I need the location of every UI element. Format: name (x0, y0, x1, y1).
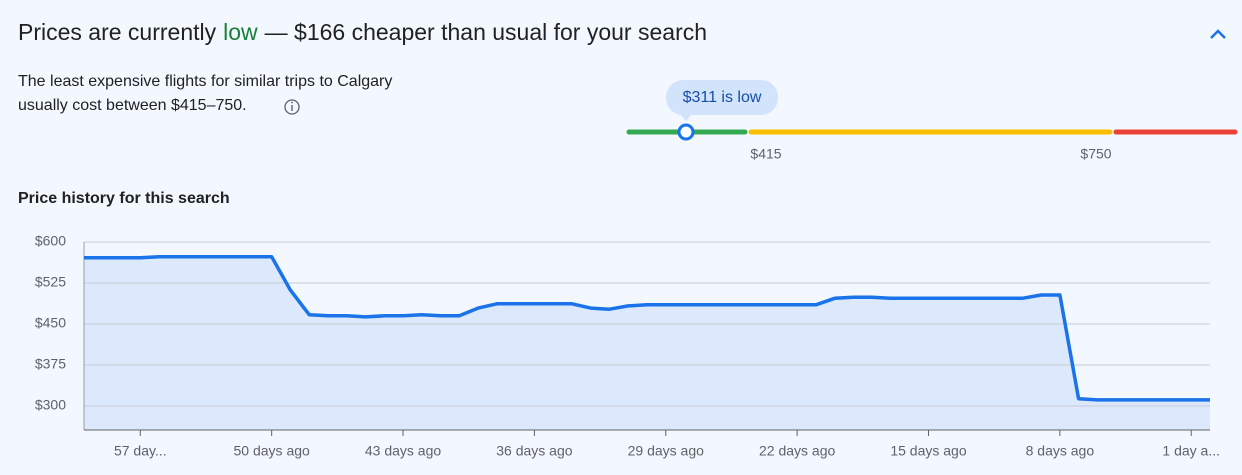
description-line: The least expensive flights for similar … (18, 73, 392, 90)
gauge-label: $750 (1080, 146, 1111, 162)
x-tick-label: 43 days ago (365, 443, 441, 459)
y-tick-label: $600 (35, 233, 66, 249)
price-badge: $311 is low (683, 89, 762, 106)
price-line (84, 255, 1210, 402)
y-tick-label: $525 (35, 274, 66, 290)
x-tick-label: 29 days ago (628, 443, 704, 459)
y-tick-label: $375 (35, 356, 66, 372)
info-icon[interactable] (284, 99, 300, 115)
x-tick-label: 1 day a... (1162, 443, 1220, 459)
plot: $300 $375 $450 $525 $600 57 day... 50 days ago… (35, 233, 1220, 459)
x-tick-label: 50 days ago (234, 443, 310, 459)
y-tick-label: $300 (35, 397, 66, 413)
headline: Prices are currently low — $166 cheaper th… (18, 19, 707, 45)
y-tick-label: $450 (35, 315, 66, 331)
x-tick-label: 15 days ago (890, 443, 966, 459)
headline-prefix: Prices are currently (18, 19, 217, 45)
description-line: usually cost between $415–750. (18, 97, 247, 114)
area (84, 256, 1210, 430)
headline-suffix: — $166 cheaper than usual for your searc… (265, 19, 707, 45)
gauge-label: $415 (750, 146, 781, 162)
x-tick-label: 22 days ago (759, 443, 835, 459)
x-tick-label: 36 days ago (496, 443, 572, 459)
x-tick-label: 8 days ago (1026, 443, 1095, 459)
price-gauge (626, 80, 1238, 141)
collapse-button[interactable] (1210, 29, 1226, 39)
price-status: low (223, 19, 258, 45)
x-tick-label: 57 day... (114, 443, 167, 459)
chart-title: Price history for this search (18, 190, 230, 207)
